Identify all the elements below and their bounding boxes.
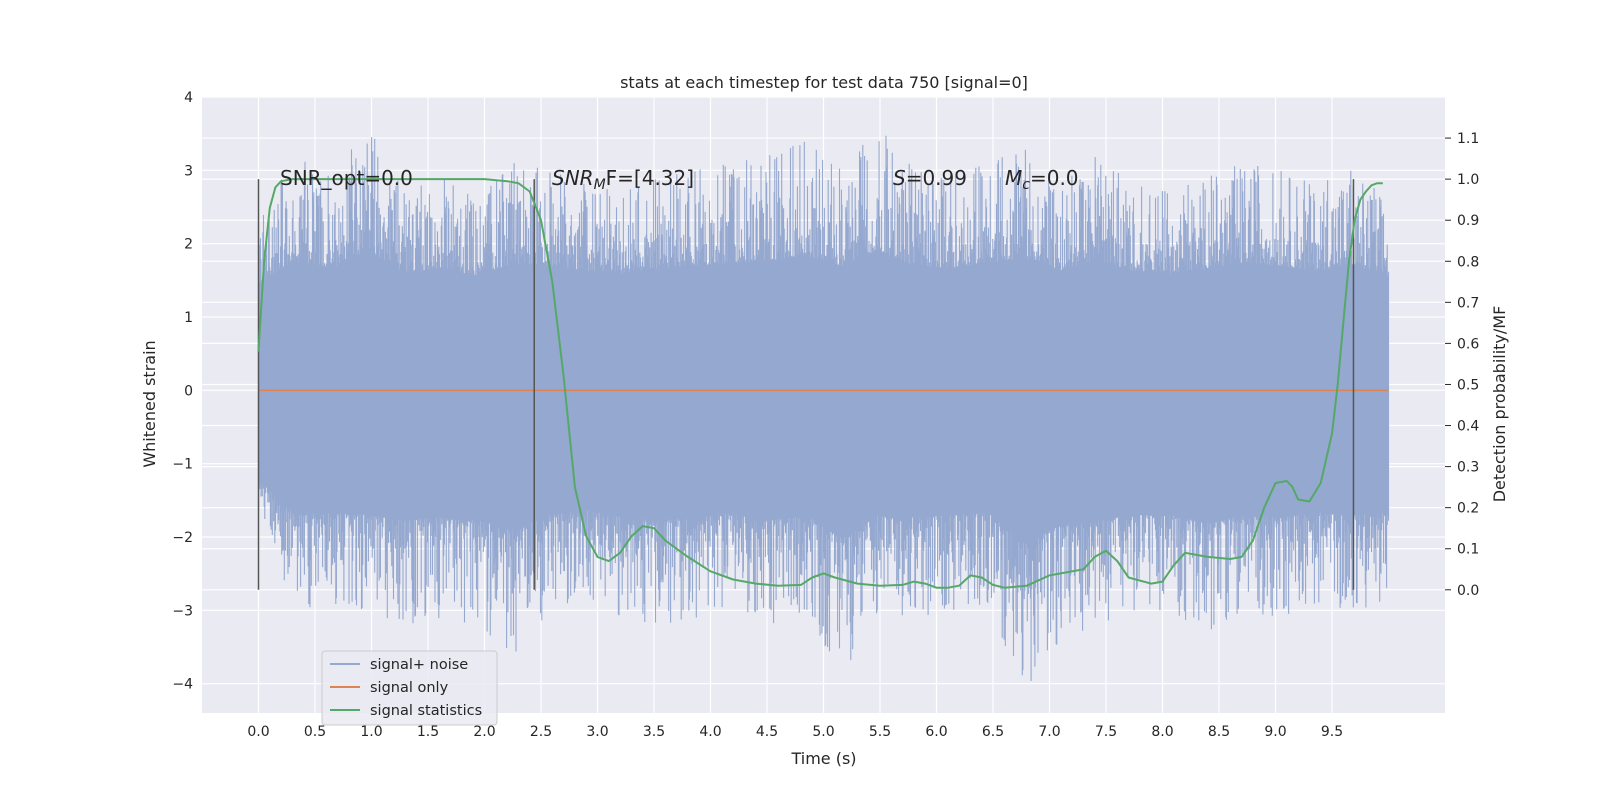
y-tick-label: 0 (184, 383, 193, 399)
chart-title: stats at each timestep for test data 750… (620, 73, 1028, 92)
legend-label-signal-noise: signal+ noise (370, 657, 468, 673)
y2-tick-label: 0.6 (1457, 336, 1479, 352)
x-tick-label: 7.0 (1038, 724, 1060, 740)
annotation-snr-mf: SNRMF=[4.32] (552, 166, 694, 193)
legend-label-signal-statistics: signal statistics (370, 703, 482, 719)
y2-tick-label: 0.8 (1457, 254, 1479, 270)
y2-tick-label: 0.5 (1457, 377, 1479, 393)
x-tick-label: 2.0 (473, 724, 495, 740)
x-tick-label: 3.5 (643, 724, 665, 740)
y-tick-label: 4 (184, 90, 193, 106)
x-tick-label: 0.0 (247, 724, 269, 740)
x-tick-label: 1.0 (360, 724, 382, 740)
annotation-snr-mf-rest: F=[4.32] (606, 166, 694, 190)
annotation-s: S=0.99 (893, 166, 967, 190)
x-tick-label: 1.5 (417, 724, 439, 740)
x-tick-label: 8.0 (1151, 724, 1173, 740)
annotation-s-rest: =0.99 (906, 166, 967, 190)
annotation-mc-rest: =0.0 (1030, 166, 1079, 190)
y-tick-label: 3 (184, 163, 193, 179)
annotation-snr-mf-sub: M (594, 177, 606, 193)
y2-tick-label: 0.4 (1457, 419, 1479, 435)
annotation-snr-mf-main: SNR (552, 166, 594, 190)
y2-tick-label: 0.9 (1457, 213, 1479, 229)
y-tick-label: −4 (172, 677, 193, 693)
x-tick-label: 6.0 (925, 724, 947, 740)
x-tick-label: 3.0 (586, 724, 608, 740)
x-tick-label: 4.0 (699, 724, 721, 740)
y2-tick-label: 0.3 (1457, 460, 1479, 476)
x-tick-label: 9.5 (1321, 724, 1343, 740)
annotation-mc-sub: c (1022, 177, 1030, 193)
y2-tick-label: 0.0 (1457, 583, 1479, 599)
x-tick-label: 7.5 (1095, 724, 1117, 740)
x-tick-label: 0.5 (304, 724, 326, 740)
y2-tick-label: 0.2 (1457, 501, 1479, 517)
y2-tick-label: 0.7 (1457, 295, 1479, 311)
x-tick-label: 5.0 (812, 724, 834, 740)
annotation-s-main: S (893, 166, 906, 190)
y-tick-label: 1 (184, 310, 193, 326)
annotation-mc-main: M (1005, 166, 1022, 190)
y-tick-label: −1 (172, 457, 193, 473)
annotations: SNR_opt=0.0 SNRMF=[4.32] S=0.99 Mc=0.0 (280, 166, 1079, 193)
x-axis-label: Time (s) (790, 749, 856, 768)
legend-box (321, 650, 498, 726)
x-tick-label: 4.5 (756, 724, 778, 740)
x-tick-label: 9.0 (1264, 724, 1286, 740)
annotation-mc: Mc=0.0 (1005, 166, 1079, 193)
legend-label-signal-only: signal only (370, 680, 449, 696)
y2-tick-label: 1.1 (1457, 131, 1479, 147)
y-tick-label: −3 (172, 603, 193, 619)
x-tick-label: 6.5 (982, 724, 1004, 740)
x-tick-label: 8.5 (1208, 724, 1230, 740)
x-tick-label: 5.5 (869, 724, 891, 740)
plot-area (202, 96, 1445, 713)
y-axis-label: Whitened strain (140, 340, 159, 467)
y2-axis-label: Detection probability/MF (1490, 306, 1509, 503)
legend: signal+ noise signal only signal statist… (321, 650, 498, 726)
y2-tick-label: 0.1 (1457, 542, 1479, 558)
x-tick-label: 2.5 (530, 724, 552, 740)
y2-tick-label: 1.0 (1457, 172, 1479, 188)
series-signal-statistics (257, 178, 1383, 589)
y-tick-label: −2 (172, 530, 193, 546)
y-tick-label: 2 (184, 237, 193, 253)
annotation-snr-opt: SNR_opt=0.0 (280, 166, 413, 190)
